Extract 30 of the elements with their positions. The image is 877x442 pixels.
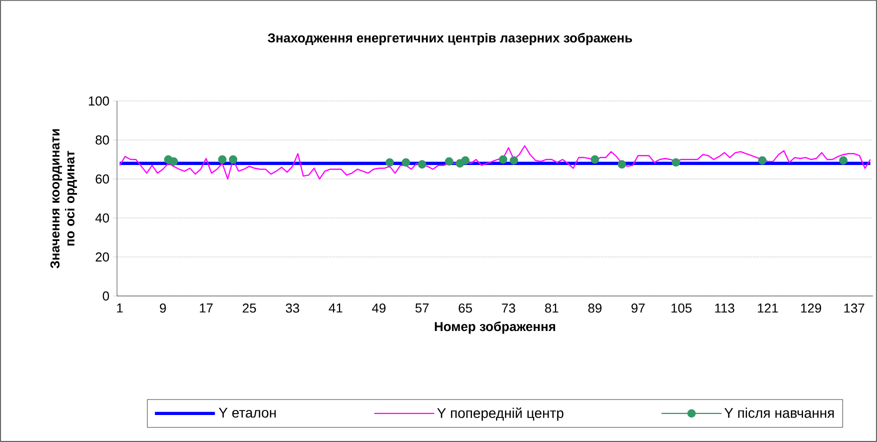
x-tick-label: 137	[844, 304, 864, 313]
legend-label: Y еталон	[218, 408, 276, 418]
x-tick-label: 33	[286, 304, 300, 313]
y-tick-label: 60	[96, 174, 109, 184]
x-tick-label: 89	[588, 304, 602, 313]
x-tick-label: 9	[160, 304, 166, 313]
x-tick-label: 17	[200, 304, 213, 312]
x-tick-label: 49	[372, 304, 386, 313]
y-tick-label: 40	[95, 213, 109, 223]
x-tick-label: 57	[415, 304, 429, 313]
y-tick-label: 0	[102, 291, 109, 301]
x-tick-label: 105	[671, 304, 692, 313]
x-tick-label: 121	[758, 304, 778, 313]
x-tick-label: 41	[328, 304, 342, 312]
x-axis-title: Номер зображення	[434, 322, 556, 334]
y-tick-label: 80	[96, 135, 109, 145]
x-tick-label: 113	[715, 304, 734, 313]
legend-label: Y попередній центр	[437, 408, 564, 421]
legend-label: Y після навчання	[724, 408, 834, 418]
x-tick-label: 97	[632, 304, 645, 313]
y-tick-label: 100	[88, 96, 109, 106]
x-tick-label: 81	[545, 304, 558, 313]
x-tick-label: 25	[242, 304, 256, 313]
x-tick-label: 1	[117, 304, 123, 312]
chart-title: Знаходження енергетичних центрів лазерних зображень	[268, 32, 632, 46]
x-tick-label: 129	[801, 304, 822, 313]
x-tick-label: 73	[502, 304, 516, 313]
y-tick-label: 20	[96, 252, 109, 262]
x-tick-label: 65	[458, 304, 472, 313]
y-axis-title: Значення координати по осі ординат	[50, 129, 78, 268]
